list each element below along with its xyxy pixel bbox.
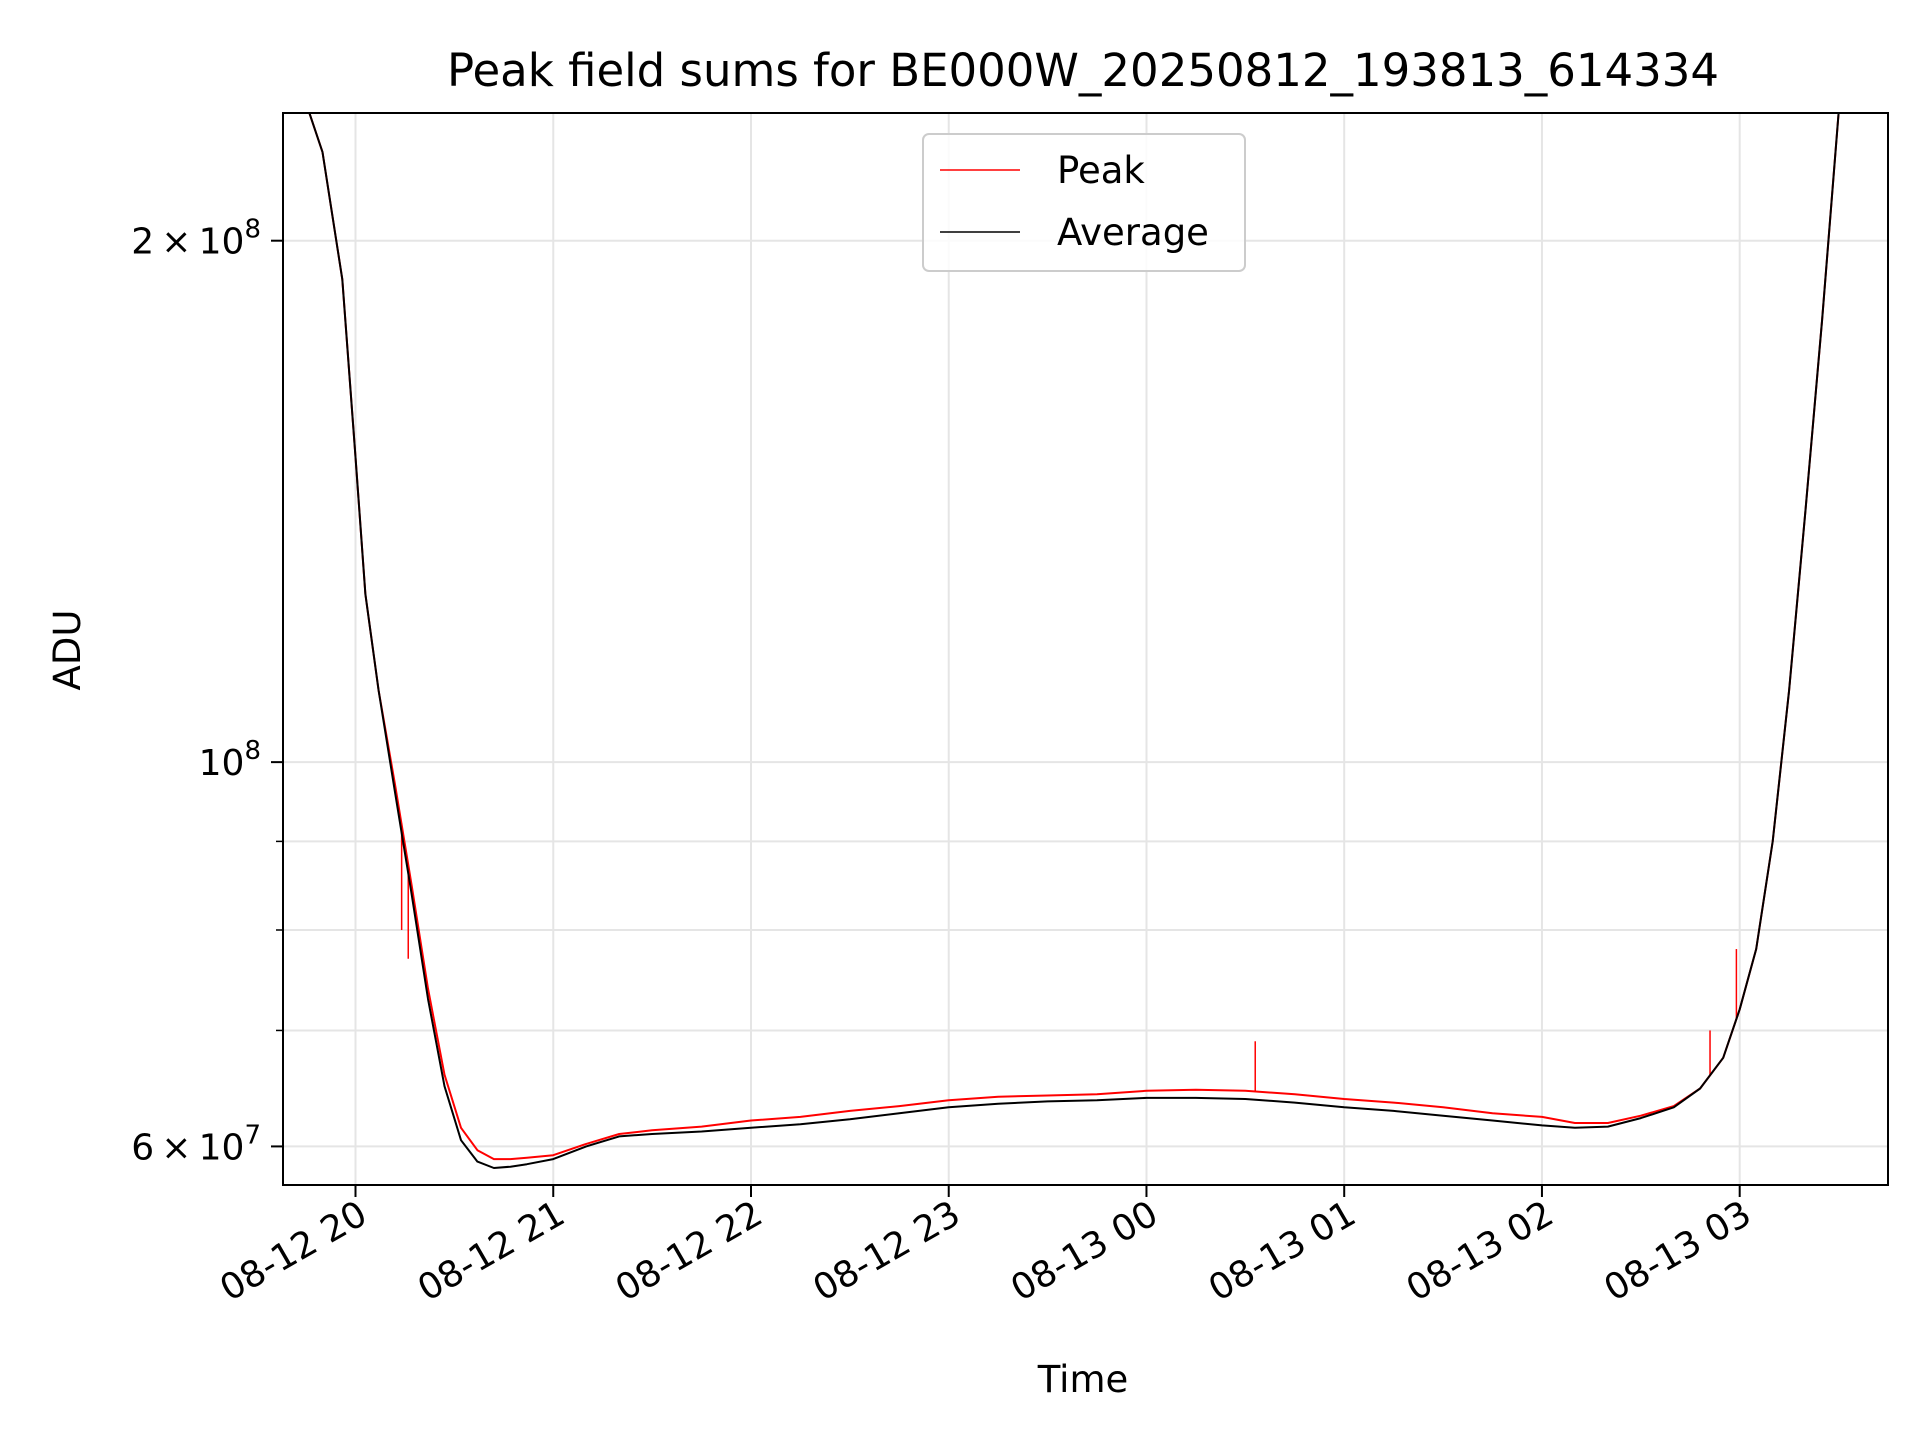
legend-label-average: Average xyxy=(1057,211,1209,254)
chart-title: Peak field sums for BE000W_20250812_1938… xyxy=(447,44,1719,97)
plot-frame xyxy=(282,112,1889,1186)
y-axis-label: ADU xyxy=(46,610,89,691)
y-tick-label: 2 × 108 xyxy=(131,215,261,263)
y-tick-label: 6 × 107 xyxy=(131,1120,261,1168)
y-axis: 6 × 107 108 2 × 108 xyxy=(131,215,283,1168)
series-line-average xyxy=(283,113,1888,1169)
x-axis-label: Time xyxy=(1037,1358,1129,1401)
y-tick-label: 108 xyxy=(199,736,261,784)
legend-label-peak: Peak xyxy=(1057,149,1145,192)
plot-area xyxy=(283,113,1888,1169)
legend: Peak Average xyxy=(922,133,1246,272)
legend-box xyxy=(922,133,1246,272)
